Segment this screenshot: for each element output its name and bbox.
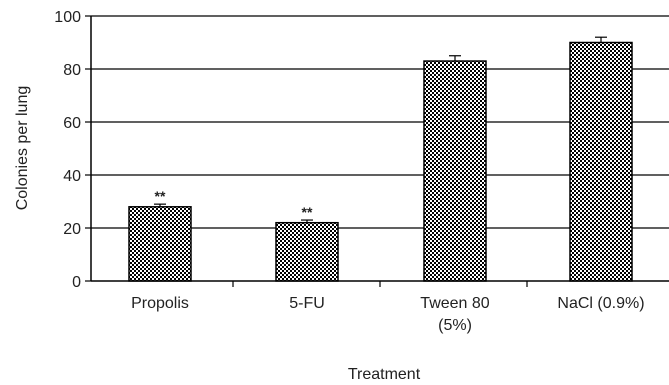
x-tick-label: (5%) (438, 317, 472, 334)
tick-labels: 0 20 40 60 80 100 ** Propolis ** 5-FU Tween 80 (5%)… (54, 9, 644, 334)
y-axis-title: Colonies per lung (14, 86, 31, 211)
bar (569, 41, 633, 282)
x-tick-label: 5-FU (289, 295, 325, 312)
y-tick-label: 0 (72, 274, 81, 291)
significance-marker: ** (155, 188, 166, 204)
x-tick-label: Propolis (131, 295, 189, 312)
bar (128, 206, 192, 282)
axes (85, 15, 669, 287)
x-tick-label: NaCl (0.9%) (557, 295, 644, 312)
significance-marker: ** (302, 204, 313, 220)
x-axis-title: Treatment (348, 366, 421, 383)
y-tick-label: 20 (63, 221, 81, 238)
y-tick-label: 100 (54, 9, 81, 26)
x-tick-label: Tween 80 (420, 295, 489, 312)
y-tick-label: 60 (63, 115, 81, 132)
bar (275, 221, 339, 282)
bars (128, 36, 633, 282)
y-tick-label: 80 (63, 62, 81, 79)
y-tick-label: 40 (63, 168, 81, 185)
bar (423, 60, 487, 282)
